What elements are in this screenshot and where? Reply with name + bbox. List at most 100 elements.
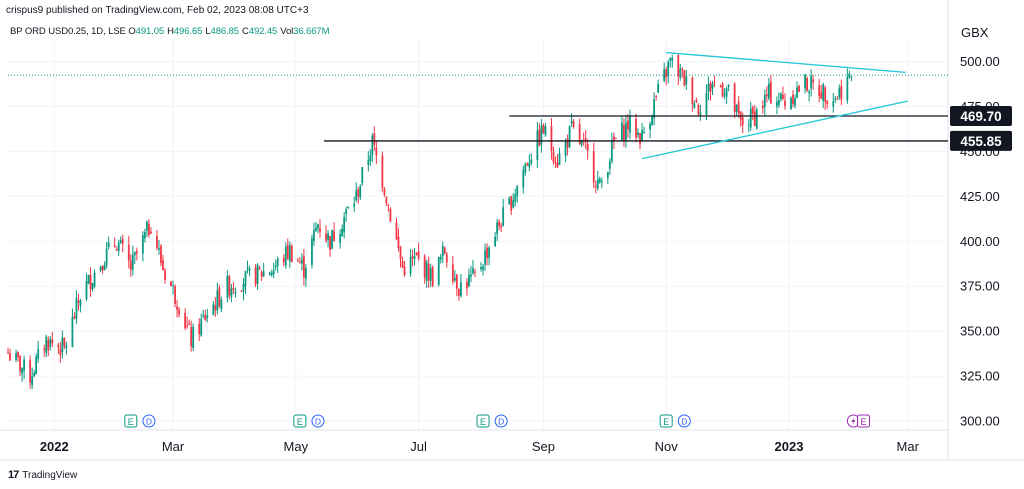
candle-body [325,233,327,241]
candle-body [572,121,575,127]
candle-body [158,248,160,250]
candle-body [784,101,786,106]
candle-body [713,82,716,84]
candle-body [455,274,458,289]
candle-body [176,306,178,310]
candle-body [707,84,710,92]
candle-body [649,123,651,130]
level-price-label: 469.70 [960,109,1001,124]
candle-body [568,126,571,148]
candle-body [127,244,130,261]
earnings-marker[interactable] [124,414,138,428]
candle-body [71,317,74,348]
earnings-marker[interactable] [856,414,870,428]
dividend-marker-label: D [146,417,152,427]
earnings-marker-label: E [297,417,303,427]
dividend-marker[interactable] [311,414,325,428]
candle-body [315,227,317,231]
y-tick-label: 475.00 [960,99,1000,114]
candle-body [669,58,672,61]
earnings-marker[interactable] [293,414,307,428]
candle-body [248,268,251,271]
earnings-marker[interactable] [476,414,490,428]
candle-body [564,140,567,156]
candle-body [129,260,132,271]
candle-body [317,224,319,229]
candle-body [836,98,839,100]
candle-body [723,94,726,96]
candle-body [409,256,412,274]
candle-body [838,88,841,98]
candle-body [655,95,658,97]
candle-body [741,117,744,126]
candle-body [474,271,476,273]
candle-body [15,353,17,360]
earnings-marker[interactable] [659,414,673,428]
trendline[interactable] [666,51,906,73]
dividend-marker[interactable] [494,414,508,428]
candle-body [220,299,223,310]
candle-body [133,252,136,256]
candle-body [721,83,724,97]
candle-body [667,62,670,77]
candle-body [663,69,666,81]
candle-body [496,222,499,234]
candle-body [381,155,384,189]
candle-body [719,85,722,87]
candle-body [429,268,432,281]
candle-body [635,118,637,138]
y-tick-label: 400.00 [960,234,1000,249]
candle-body [824,87,827,102]
candle-body [691,77,694,105]
dividend-marker[interactable] [677,414,691,428]
candle-body [91,283,94,290]
candle-body [63,337,66,347]
candle-body [200,318,203,336]
candle-body [832,101,835,107]
candle-body [665,69,668,78]
candle-body [776,101,778,107]
candle-body [727,84,730,88]
candle-body [103,265,106,271]
candle-body [373,133,376,145]
candle-body [598,178,601,183]
dividend-marker[interactable] [142,414,156,428]
candle-body [578,124,581,144]
dividend-marker-label: D [498,417,504,427]
candle-body [230,288,233,297]
candle-body [790,98,792,110]
candle-body [592,151,595,183]
ohlc-key: C [242,26,249,37]
x-tick-label: Sep [532,439,555,454]
candle-body [341,228,344,237]
candle-body [470,274,472,277]
x-tick-label: 2022 [40,439,69,454]
candle-body [276,258,279,266]
candle-body [780,93,782,100]
candle-body [150,231,152,234]
ohlc-value: 36.667M [293,26,330,37]
candle-body [798,85,800,92]
candle-body [385,197,388,204]
candle-body [699,112,702,117]
tradingview-footer: 17 TradingView [8,469,77,481]
candle-body [270,272,273,276]
earnings-marker-label: E [663,417,669,427]
y-tick-label: 375.00 [960,279,1000,294]
candle-body [558,153,561,165]
candle-body [305,267,307,279]
ohlc-key: H [167,26,174,37]
candle-body [514,194,517,202]
candle-body [135,251,138,254]
trendline[interactable] [641,100,908,160]
candle-body [596,179,599,189]
candle-body [594,185,597,187]
candle-body [302,256,305,278]
candle-body [300,259,303,264]
candle-body [425,261,428,281]
candle-body [389,208,392,222]
y-tick-label: 325.00 [960,369,1000,384]
candle-body [846,76,849,101]
candle-body [600,180,603,183]
